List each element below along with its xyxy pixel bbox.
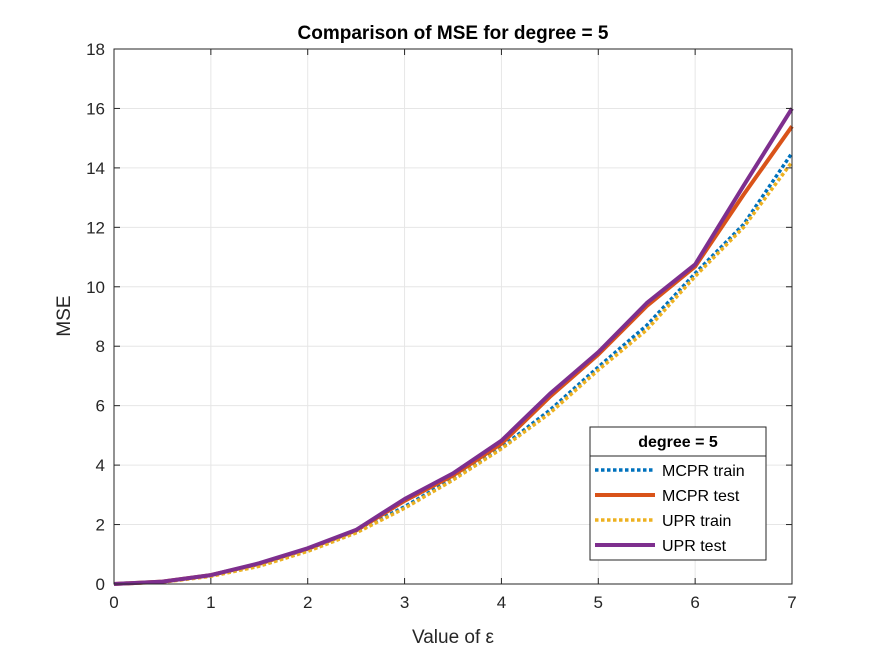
x-tick-label: 2 bbox=[303, 593, 312, 612]
y-tick-label: 8 bbox=[96, 337, 105, 356]
y-axis-title: MSE bbox=[54, 295, 75, 336]
y-tick-label: 18 bbox=[86, 40, 105, 59]
x-tick-label: 3 bbox=[400, 593, 409, 612]
x-tick-label: 5 bbox=[594, 593, 603, 612]
y-tick-label: 2 bbox=[96, 516, 105, 535]
x-tick-label: 6 bbox=[690, 593, 699, 612]
legend-label: UPR train bbox=[662, 513, 731, 530]
legend: degree = 5 MCPR train MCPR test UPR train U… bbox=[589, 426, 767, 561]
legend-title: degree = 5 bbox=[638, 434, 718, 451]
y-tick-label: 12 bbox=[86, 218, 105, 237]
x-tick-label: 7 bbox=[787, 593, 796, 612]
legend-items: MCPR train MCPR test UPR train UPR test bbox=[595, 463, 745, 555]
legend-label: MCPR test bbox=[662, 488, 740, 505]
chart-title: Comparison of MSE for degree = 5 bbox=[298, 23, 609, 44]
y-tick-label: 10 bbox=[86, 278, 105, 297]
series-line-upr-test bbox=[113, 107, 794, 586]
series-lines bbox=[113, 107, 794, 586]
y-tick-label: 4 bbox=[96, 456, 105, 475]
x-tick-label: 4 bbox=[497, 593, 506, 612]
y-tick-label: 6 bbox=[96, 397, 105, 416]
plot-frame bbox=[113, 48, 793, 585]
y-tick-label: 0 bbox=[96, 575, 105, 594]
y-tick-label: 14 bbox=[86, 159, 105, 178]
y-tick-label: 16 bbox=[86, 99, 105, 118]
legend-label: MCPR train bbox=[662, 463, 745, 480]
x-axis-title: Value of ε bbox=[412, 627, 495, 648]
x-tick-label: 1 bbox=[206, 593, 215, 612]
legend-label: UPR test bbox=[662, 538, 727, 555]
x-tick-label: 0 bbox=[109, 593, 118, 612]
